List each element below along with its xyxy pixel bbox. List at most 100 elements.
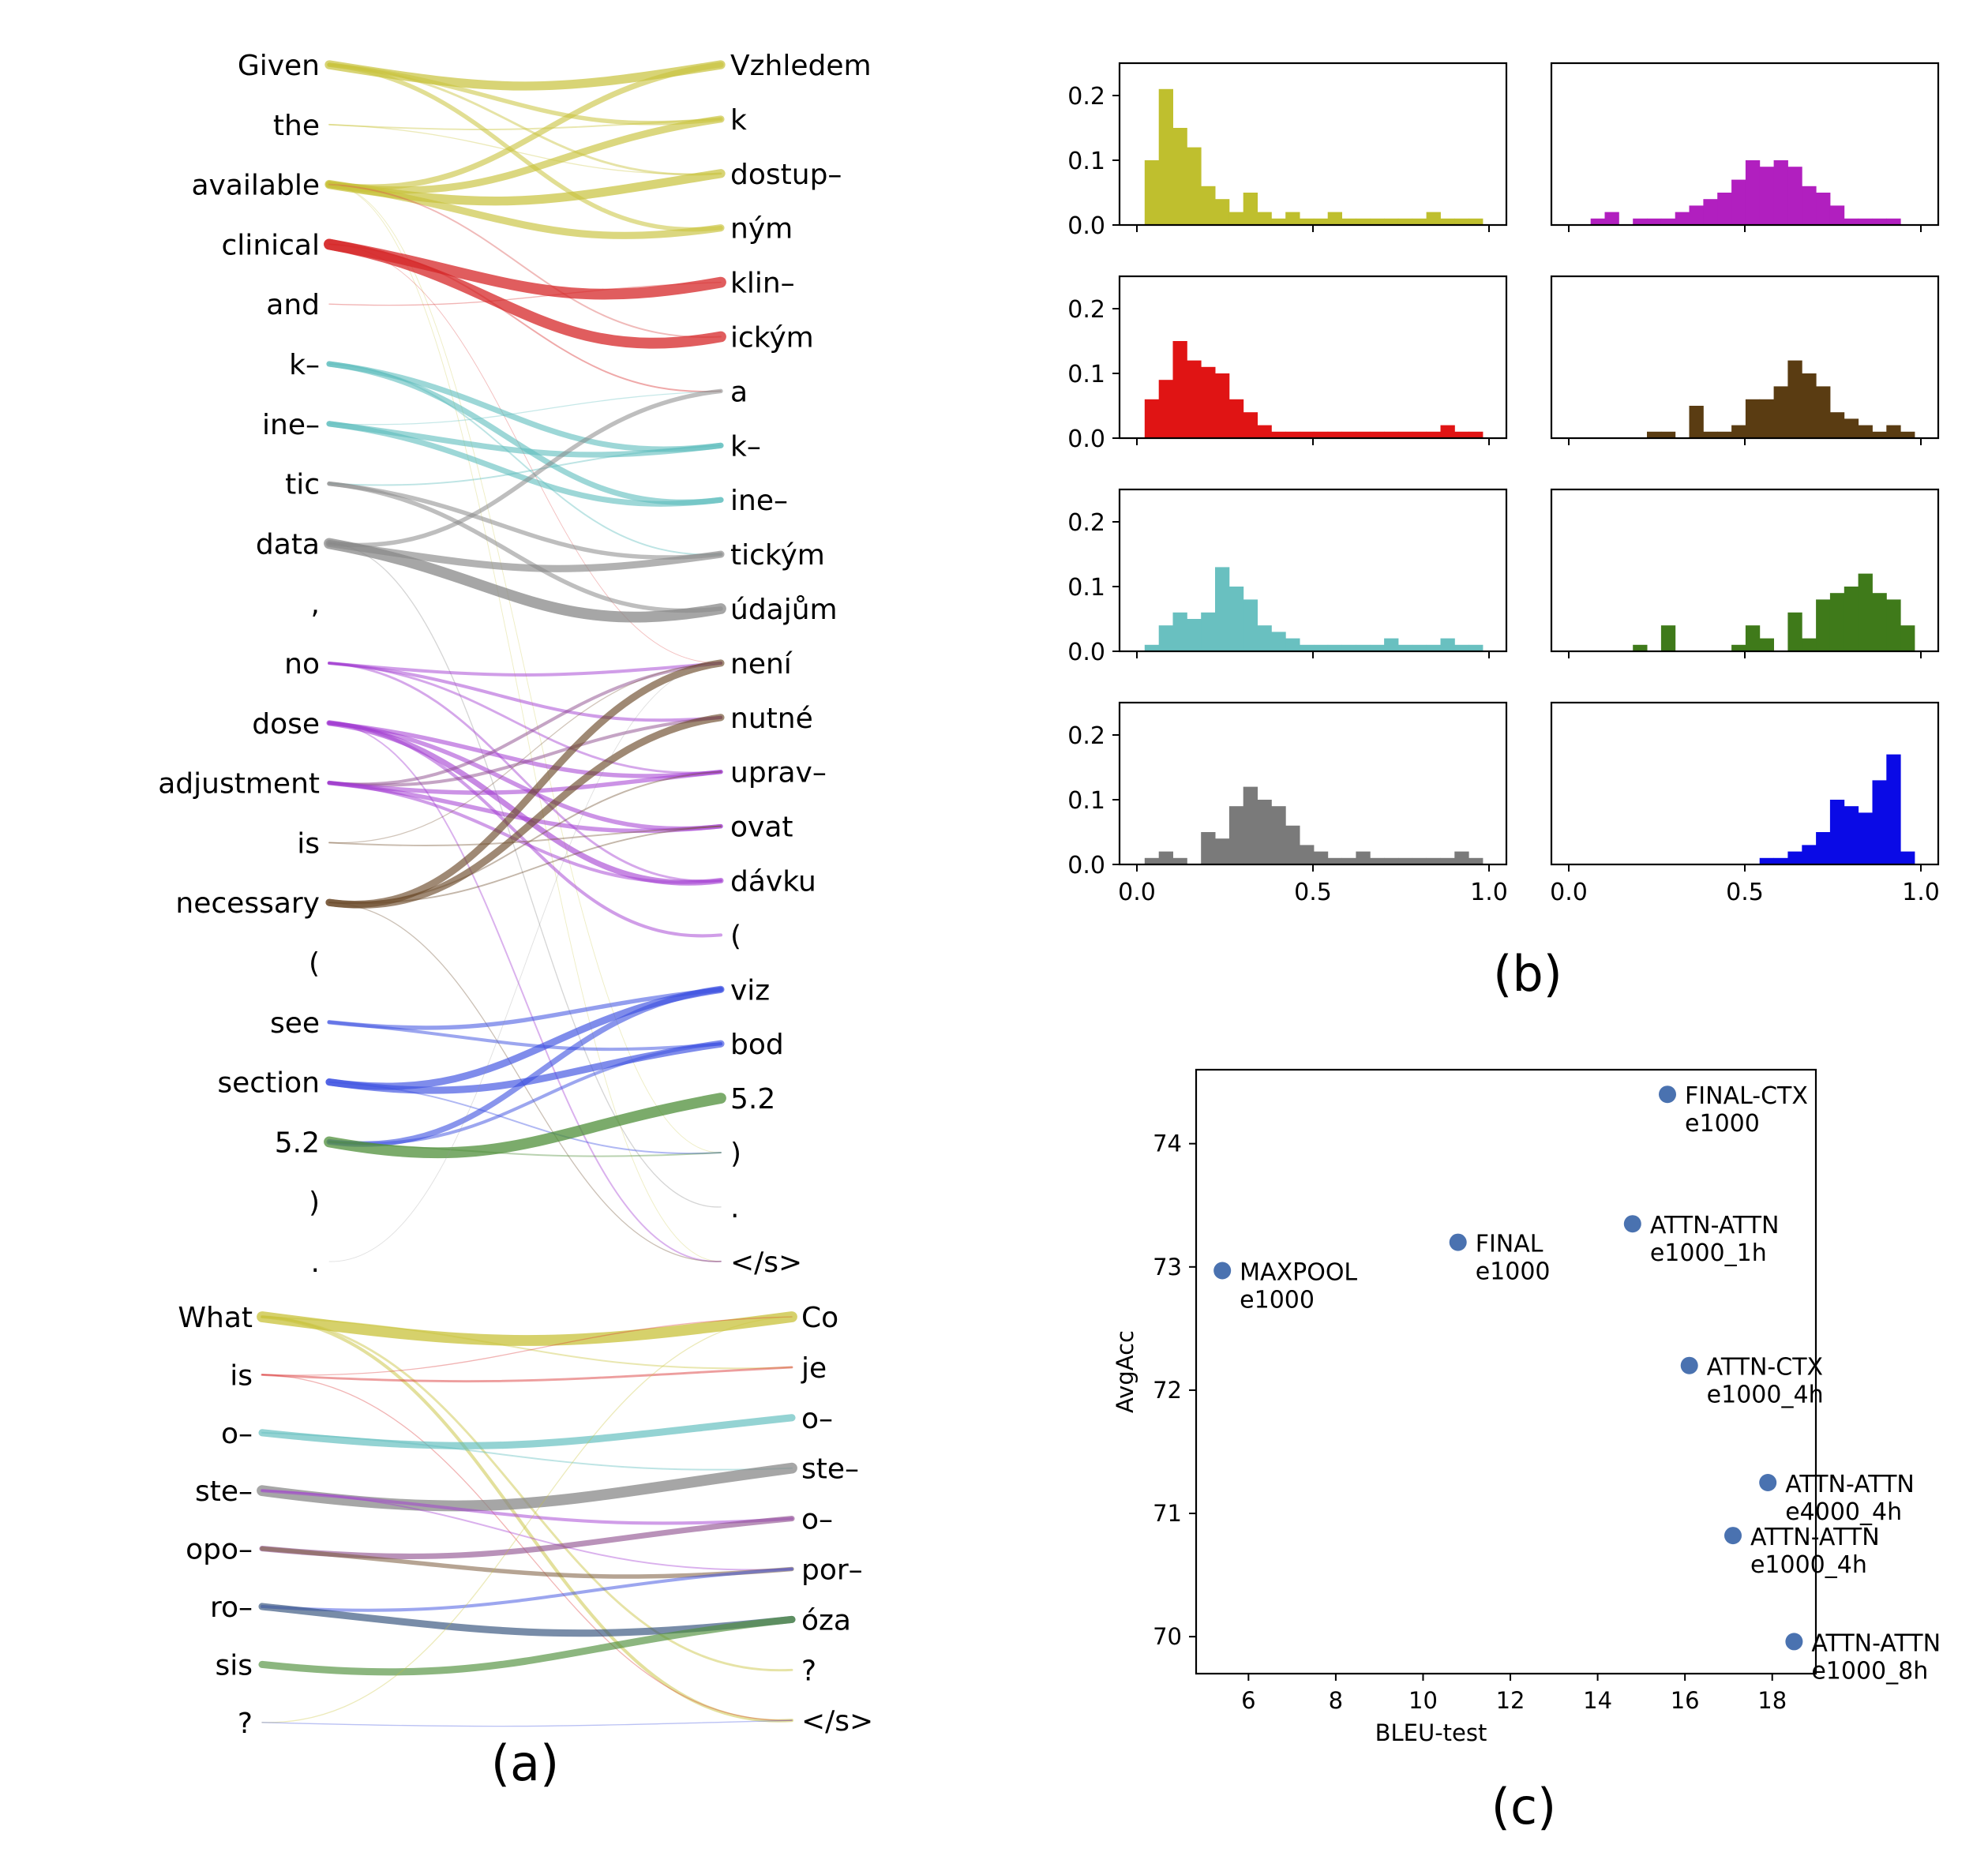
- histogram-bar: [1886, 754, 1901, 864]
- histogram-bar: [1144, 644, 1160, 651]
- alignment-link: [328, 662, 722, 844]
- target-token: viz: [730, 974, 770, 1007]
- histogram-bar: [1356, 218, 1371, 225]
- alignment-link: [327, 715, 723, 787]
- x-tick-label: 1.0: [1470, 879, 1508, 906]
- target-token: bod: [730, 1029, 784, 1061]
- histogram-bar: [1660, 625, 1676, 651]
- y-tick-label: 0.0: [1067, 639, 1105, 666]
- histogram-bar: [1271, 218, 1286, 225]
- histogram-bar: [1228, 806, 1244, 864]
- alignment-link: [257, 1311, 797, 1346]
- histogram-bar: [1829, 800, 1845, 864]
- histogram-bar: [1717, 193, 1732, 225]
- histogram-bar: [1647, 431, 1662, 438]
- histogram-bar: [1787, 360, 1802, 438]
- histogram-bar: [1257, 800, 1272, 864]
- histogram-bar: [1703, 199, 1718, 225]
- histogram-bar: [1370, 644, 1385, 651]
- source-token: .: [311, 1247, 320, 1279]
- source-token: the: [273, 110, 320, 142]
- histogram-bar: [1412, 431, 1427, 438]
- alignment-sentence-2: What is o– ste– opo– ro– sis? Co je o– ste– o– por– ó…: [178, 1302, 873, 1740]
- y-tick-label: 0.2: [1067, 83, 1105, 111]
- alignment-link: [325, 714, 725, 909]
- histogram-bar: [1731, 179, 1746, 225]
- scatter-point: [1785, 1633, 1803, 1651]
- alignment-link: [324, 1093, 726, 1159]
- alignment-link: [327, 1020, 723, 1052]
- source-token: clinical: [222, 229, 320, 261]
- histogram-bar: [1327, 431, 1342, 438]
- x-tick-label: 0.0: [1118, 879, 1156, 906]
- y-tick-label: 0.2: [1067, 509, 1105, 537]
- scatter-point: [1724, 1527, 1742, 1545]
- source-token: adjustment: [158, 768, 320, 801]
- histogram-bar: [1633, 644, 1648, 651]
- histogram-bar: [1440, 218, 1455, 225]
- alignment-link: [328, 243, 722, 664]
- histogram-bar: [1802, 186, 1817, 225]
- histogram-bar: [1872, 431, 1887, 438]
- histogram-bar: [1300, 431, 1315, 438]
- alignment-link: [328, 825, 722, 905]
- histogram-bar: [1172, 857, 1187, 864]
- y-axis-label: AvgAcc: [1112, 1330, 1138, 1413]
- histogram-bar: [1215, 567, 1230, 651]
- histogram-bar: [1384, 431, 1399, 438]
- histogram-bar: [1773, 857, 1788, 864]
- histogram-bar: [1759, 399, 1774, 438]
- source-token: ?: [238, 1708, 253, 1740]
- alignment-link: [328, 444, 722, 486]
- alignment-link: [328, 1081, 722, 1154]
- histogram-bar: [1745, 625, 1761, 651]
- histogram-bar: [1816, 386, 1831, 438]
- histogram-bar: [1285, 431, 1300, 438]
- alignment-link: [260, 1314, 794, 1723]
- histogram-bar: [1787, 851, 1802, 864]
- histogram-bar: [1187, 147, 1202, 225]
- alignment-link: [328, 542, 722, 1208]
- alignment-link: [327, 481, 723, 613]
- scatter-frame: [1195, 1068, 1817, 1675]
- alignment-link: [328, 183, 722, 338]
- histogram-bar: [1468, 644, 1483, 651]
- y-tick-label: 74: [1153, 1130, 1182, 1157]
- histogram-bar: [1412, 218, 1427, 225]
- x-tick-label: 0.5: [1726, 879, 1764, 906]
- scatter-point: [1623, 1215, 1641, 1233]
- point-label-line1: ATTN-ATTN: [1785, 1471, 1915, 1498]
- alignment-link: [328, 1141, 722, 1157]
- target-token: je: [801, 1352, 827, 1385]
- histogram-bar: [1243, 412, 1258, 438]
- histogram-bar: [1285, 212, 1300, 225]
- histogram-5: 0.0 0.1 0.2: [1067, 488, 1508, 666]
- histogram-bar: [1341, 218, 1356, 225]
- histogram-bar: [1590, 218, 1605, 225]
- panel-a-alignment: Given the available clinical and k– ine– tic dat…: [158, 50, 873, 1740]
- histogram-bar: [1243, 599, 1258, 651]
- source-token: ,: [311, 588, 320, 621]
- histogram-bar: [1858, 425, 1873, 438]
- source-token: available: [192, 170, 321, 202]
- histogram-bar: [1341, 857, 1356, 864]
- source-token: ro–: [210, 1592, 253, 1624]
- alignment-link: [328, 184, 722, 1262]
- alignment-link: [327, 661, 723, 722]
- y-tick-label: 0.0: [1067, 212, 1105, 240]
- source-token: k–: [289, 349, 320, 381]
- alignment-link: [261, 1366, 793, 1383]
- histogram-bar: [1816, 599, 1831, 651]
- histogram-bar: [1257, 425, 1272, 438]
- histogram-bar: [1872, 218, 1887, 225]
- histogram-bar: [1201, 366, 1216, 438]
- histogram-bar: [1187, 360, 1202, 438]
- alignment-link: [328, 390, 722, 426]
- histogram-bar: [1370, 218, 1385, 225]
- histogram-bar: [1829, 593, 1845, 651]
- source-token: is: [230, 1359, 253, 1392]
- histogram-bar: [1397, 218, 1413, 225]
- source-token: is: [297, 827, 320, 860]
- histogram-bar: [1773, 160, 1788, 225]
